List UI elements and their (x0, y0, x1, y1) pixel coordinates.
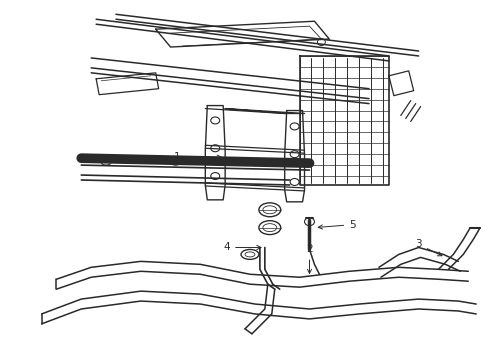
Text: 1: 1 (174, 152, 221, 162)
Text: 5: 5 (318, 220, 355, 230)
Text: 4: 4 (223, 243, 261, 252)
Text: 2: 2 (305, 244, 312, 273)
Ellipse shape (101, 159, 111, 165)
Text: 3: 3 (414, 239, 441, 256)
Ellipse shape (170, 159, 180, 165)
